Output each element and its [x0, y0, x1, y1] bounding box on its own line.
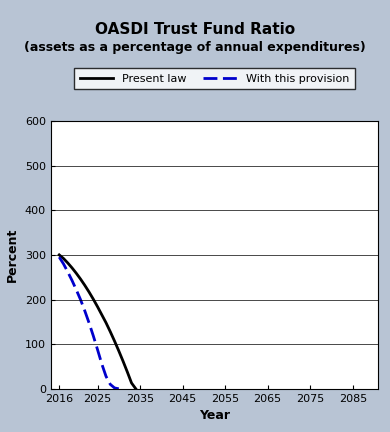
With this provision [78, 297, 83, 302]
With this provision [61, 261, 66, 267]
Present law [129, 381, 134, 386]
Present law [82, 283, 87, 288]
With this provision [57, 254, 62, 260]
Present law [74, 270, 78, 276]
With this provision [74, 287, 78, 292]
Present law [91, 296, 96, 302]
With this provision [117, 386, 121, 391]
With this provision [70, 278, 74, 283]
Present law [70, 265, 74, 270]
X-axis label: Year: Year [199, 409, 230, 422]
Text: OASDI Trust Fund Ratio: OASDI Trust Fund Ratio [95, 22, 295, 37]
Line: With this provision: With this provision [59, 257, 119, 389]
With this provision [87, 320, 91, 325]
Present law [117, 348, 121, 353]
Present law [87, 289, 91, 295]
Text: (assets as a percentage of annual expenditures): (assets as a percentage of annual expend… [24, 41, 366, 54]
Present law [61, 256, 66, 261]
With this provision [91, 333, 96, 338]
Present law [112, 338, 117, 343]
Y-axis label: Percent: Percent [6, 228, 19, 282]
With this provision [99, 361, 104, 366]
Present law [99, 312, 104, 317]
Present law [104, 320, 108, 325]
With this provision [66, 269, 70, 274]
With this provision [108, 382, 113, 387]
With this provision [104, 374, 108, 379]
Present law [125, 369, 129, 375]
Present law [95, 304, 100, 309]
Present law [57, 252, 62, 257]
With this provision [112, 385, 117, 391]
With this provision [95, 347, 100, 352]
Present law [121, 359, 125, 364]
Line: Present law: Present law [59, 255, 136, 389]
With this provision [82, 308, 87, 313]
Legend: Present law, With this provision: Present law, With this provision [74, 68, 355, 89]
Present law [78, 276, 83, 282]
Present law [133, 386, 138, 391]
Present law [108, 329, 113, 334]
Present law [66, 260, 70, 266]
